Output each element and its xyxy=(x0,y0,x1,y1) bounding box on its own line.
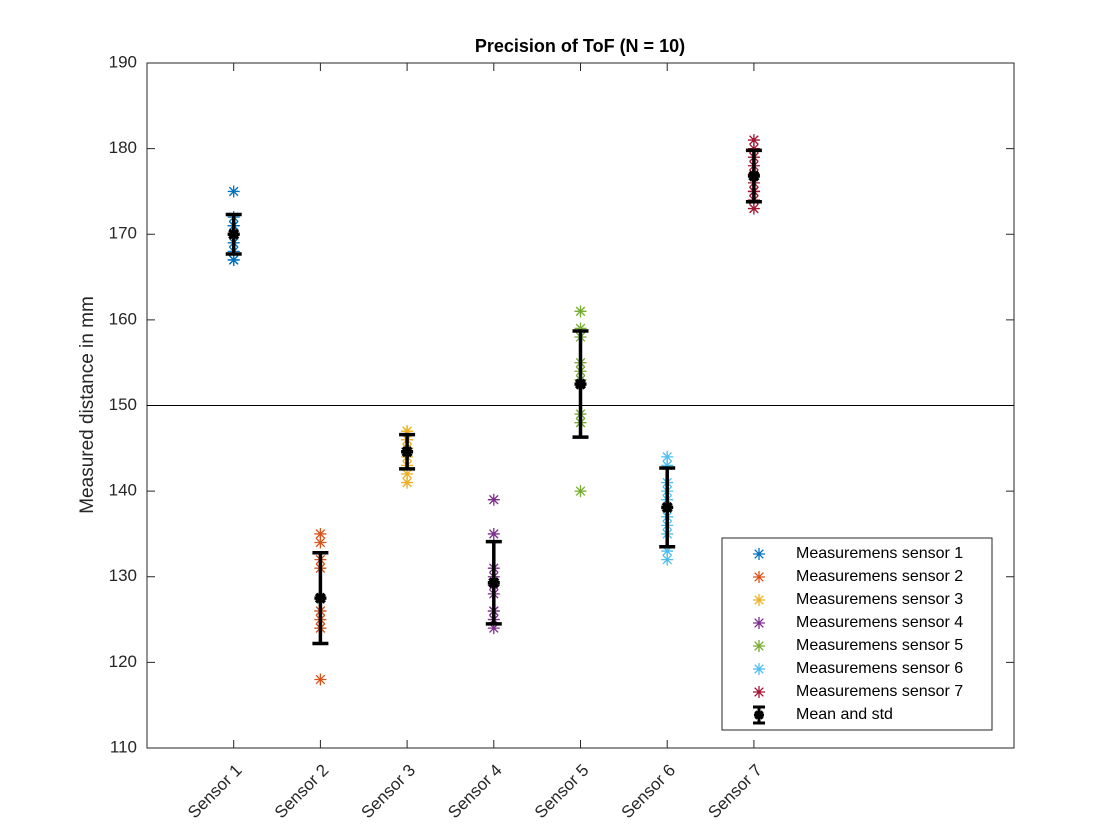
mean-marker xyxy=(401,445,414,458)
legend-marker xyxy=(753,548,765,560)
measurement-point xyxy=(661,450,674,463)
measurement-point xyxy=(661,553,674,566)
legend-label: Measuremens sensor 7 xyxy=(796,683,963,700)
error-bar xyxy=(485,539,502,626)
legend-label: Measuremens sensor 4 xyxy=(796,614,963,631)
chart-title: Precision of ToF (N = 10) xyxy=(475,36,685,56)
error-bar xyxy=(745,148,762,204)
measurement-point xyxy=(487,493,500,506)
measurement-point xyxy=(401,425,414,438)
mean-marker xyxy=(661,501,674,514)
y-tick-label: 170 xyxy=(109,224,137,243)
measurement-point xyxy=(401,476,414,489)
measurement-point xyxy=(661,545,674,558)
error-bar xyxy=(225,212,242,256)
y-tick-label: 190 xyxy=(109,52,137,71)
legend-marker xyxy=(753,663,765,675)
y-tick-label: 160 xyxy=(109,309,137,328)
measurement-point xyxy=(487,527,500,540)
legend: Measuremens sensor 1 Measuremens sensor 2… xyxy=(721,537,993,731)
legend-box xyxy=(721,537,993,731)
legend-marker xyxy=(753,594,765,606)
error-bar xyxy=(312,551,329,646)
legend-label: Measuremens sensor 1 xyxy=(796,545,963,562)
measurement-point xyxy=(227,253,240,266)
measurement-point xyxy=(574,305,587,318)
y-tick-label: 180 xyxy=(109,138,137,157)
y-axis-label: Measured distance in mm xyxy=(77,296,98,514)
y-tick-label: 150 xyxy=(109,395,137,414)
y-tick-label: 120 xyxy=(109,652,137,671)
error-bar xyxy=(572,329,589,439)
y-tick-label: 140 xyxy=(109,481,137,500)
measurement-point xyxy=(314,673,327,686)
y-tick-label: 130 xyxy=(109,566,137,585)
legend-label: Mean and std xyxy=(796,706,893,723)
measurement-point xyxy=(747,202,760,215)
legend-marker xyxy=(753,686,765,698)
legend-marker xyxy=(753,640,765,652)
measurement-point xyxy=(574,485,587,498)
measurement-point xyxy=(314,527,327,540)
legend-label: Measuremens sensor 6 xyxy=(796,660,963,677)
mean-marker xyxy=(487,576,500,589)
mean-marker xyxy=(314,592,327,605)
legend-label: Measuremens sensor 3 xyxy=(796,591,963,608)
legend-marker xyxy=(753,571,765,583)
legend-label: Measuremens sensor 2 xyxy=(796,568,963,585)
error-bar xyxy=(399,432,416,471)
y-tick-label: 110 xyxy=(110,737,137,756)
mean-marker xyxy=(574,378,587,391)
legend-marker xyxy=(753,705,765,725)
mean-marker xyxy=(227,228,240,241)
measurement-point xyxy=(574,322,587,335)
measurement-point xyxy=(227,185,240,198)
legend-label: Measuremens sensor 5 xyxy=(796,637,963,654)
legend-marker xyxy=(753,617,765,629)
measurement-point xyxy=(487,622,500,635)
measurement-point xyxy=(661,459,674,472)
error-bar xyxy=(659,466,676,549)
measurement-point xyxy=(401,468,414,480)
measurement-point xyxy=(314,536,327,549)
mean-marker xyxy=(747,170,760,183)
measurement-point xyxy=(747,134,760,147)
